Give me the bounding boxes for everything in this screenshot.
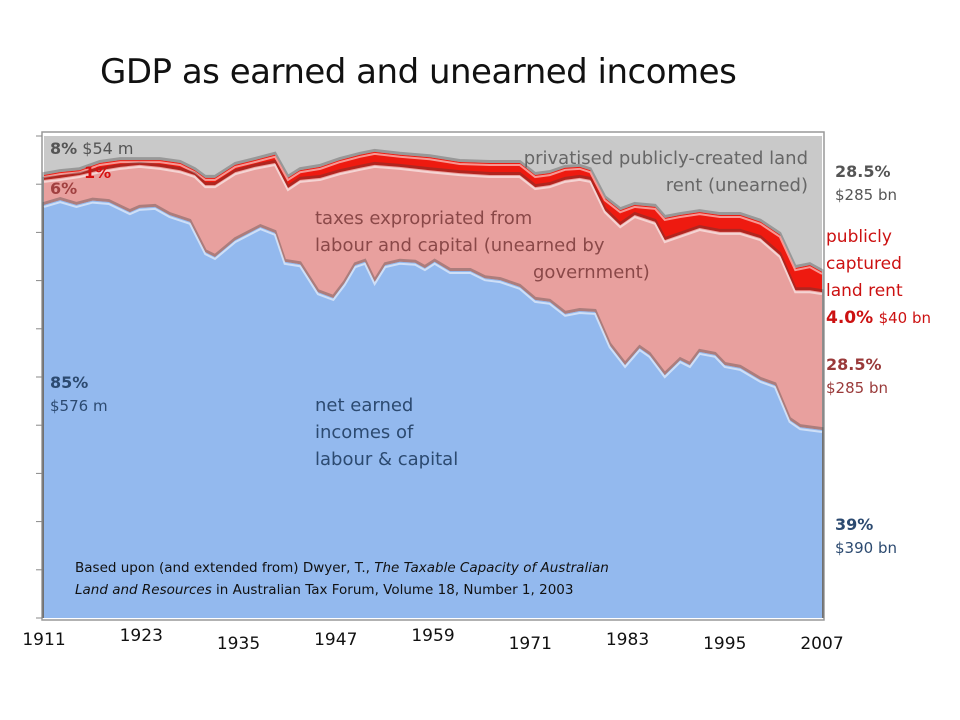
legend-text: rent (unearned) bbox=[665, 175, 808, 196]
legend-text: taxes expropriated from bbox=[315, 208, 533, 229]
legend-uncaptured-rent: privatised publicly-created land rent (un… bbox=[524, 145, 808, 199]
area-captured-rent-shadow bbox=[42, 148, 824, 618]
source-title: Land and Resources bbox=[75, 582, 212, 598]
amount-label: $285 bn bbox=[826, 379, 888, 397]
annotation-taxes-start: 6% bbox=[50, 179, 78, 198]
legend-text: labour & capital bbox=[315, 449, 459, 470]
legend-net-earned: net earned incomes of labour & capital bbox=[315, 392, 458, 473]
annotation-uncaptured-start: 8% $54 m bbox=[50, 137, 133, 160]
source-text: in Australian Tax Forum, Volume 18, Numb… bbox=[211, 582, 574, 598]
legend-text: captured bbox=[826, 254, 902, 274]
x-tick-label: 2007 bbox=[800, 634, 844, 654]
x-tick-label: 1959 bbox=[411, 626, 455, 646]
annotation-earned-start: 85% $576 m bbox=[50, 371, 108, 418]
annotation-captured-end: publicly captured land rent 4.0% $40 bn bbox=[826, 224, 931, 332]
legend-text: labour and capital (unearned by bbox=[315, 235, 605, 256]
plot-frame bbox=[41, 131, 825, 621]
source-citation: Based upon (and extended from) Dwyer, T.… bbox=[75, 557, 609, 601]
pct-label: 28.5% bbox=[826, 355, 882, 374]
annotation-captured-start: 1% bbox=[84, 163, 112, 182]
legend-text: privatised publicly-created land bbox=[523, 148, 808, 169]
area-net-earned-shadow bbox=[42, 197, 824, 618]
pct-label: 39% bbox=[835, 515, 874, 534]
area-taxes-shadow bbox=[42, 159, 824, 618]
pct-label: 4.0% bbox=[826, 308, 874, 328]
area-captured-rent-highlight bbox=[43, 152, 823, 275]
area-net-earned-highlight bbox=[43, 201, 823, 434]
amount-label: $54 m bbox=[82, 139, 134, 158]
legend-text: government) bbox=[533, 262, 650, 283]
amount-label: $40 bn bbox=[878, 309, 931, 327]
annotation-taxes-end: 28.5% $285 bn bbox=[826, 353, 888, 400]
x-tick-label: 1935 bbox=[216, 634, 261, 654]
x-tick-label: 1947 bbox=[314, 630, 358, 650]
amount-label: $285 bn bbox=[835, 186, 897, 204]
source-title: The Taxable Capacity of Australian bbox=[374, 560, 609, 576]
area-net-earned bbox=[44, 200, 822, 618]
amount-label: $390 bn bbox=[835, 539, 897, 557]
x-tick-label: 1923 bbox=[119, 626, 163, 646]
annotation-uncaptured-end: 28.5% $285 bn bbox=[835, 160, 897, 207]
legend-text: net earned bbox=[315, 395, 414, 416]
source-text: Based upon (and extended from) Dwyer, T.… bbox=[75, 560, 375, 576]
annotation-earned-end: 39% $390 bn bbox=[835, 513, 897, 560]
legend-text: land rent bbox=[826, 281, 903, 301]
pct-label: 28.5% bbox=[835, 162, 891, 181]
pct-label: 85% bbox=[50, 373, 89, 392]
amount-label: $576 m bbox=[50, 397, 108, 415]
x-tick-label: 1911 bbox=[22, 630, 66, 650]
x-tick-label: 1995 bbox=[703, 634, 747, 654]
page-title: GDP as earned and unearned incomes bbox=[100, 52, 737, 92]
legend-text: incomes of bbox=[315, 422, 414, 443]
legend-taxes: taxes expropriated from labour and capita… bbox=[315, 205, 650, 286]
area-taxes-highlight bbox=[43, 163, 823, 296]
pct-label: 8% bbox=[50, 139, 78, 158]
x-tick-label: 1971 bbox=[508, 634, 552, 654]
legend-text: publicly bbox=[826, 227, 892, 247]
x-tick-label: 1983 bbox=[605, 630, 650, 650]
